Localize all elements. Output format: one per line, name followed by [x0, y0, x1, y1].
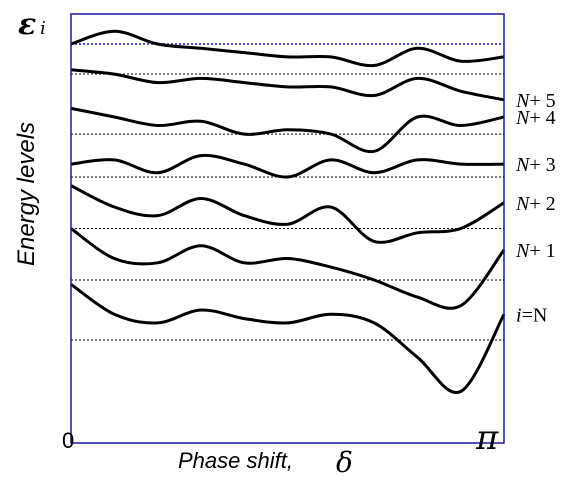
x-axis-label: Phase shift,	[178, 448, 293, 473]
level-label-1: N+ 1	[515, 240, 556, 262]
y-axis-label: Energy levels	[13, 122, 40, 266]
plot-frame	[70, 13, 505, 444]
level-label-0: i=N	[516, 304, 547, 326]
curves-group	[70, 29, 506, 395]
y-symbol-main: ε	[18, 7, 36, 42]
energy-curve-3	[70, 153, 505, 179]
level-label-2: N+ 2	[515, 193, 556, 215]
level-label-5: N+ 5	[515, 90, 556, 112]
level-label-4: N+ 4	[515, 107, 556, 129]
energy-curve-4	[70, 106, 505, 154]
x-tick-pi: π	[475, 418, 499, 458]
x-axis-symbol: δ	[336, 446, 353, 479]
x-tick-zero: 0	[62, 428, 74, 453]
level-labels-group: i=N N+ 1 N+ 2 N+ 3 N+ 4N+ 5	[515, 90, 556, 326]
y-symbol-sub: i	[40, 18, 46, 39]
energy-curve-5	[70, 68, 505, 102]
energy-curve-0	[70, 283, 506, 395]
energy-curve-1	[70, 227, 506, 310]
energy-curve-6	[70, 29, 505, 68]
reference-lines-group	[71, 43, 504, 341]
level-label-3: N+ 3	[515, 154, 556, 176]
energy-curve-2	[70, 184, 505, 244]
